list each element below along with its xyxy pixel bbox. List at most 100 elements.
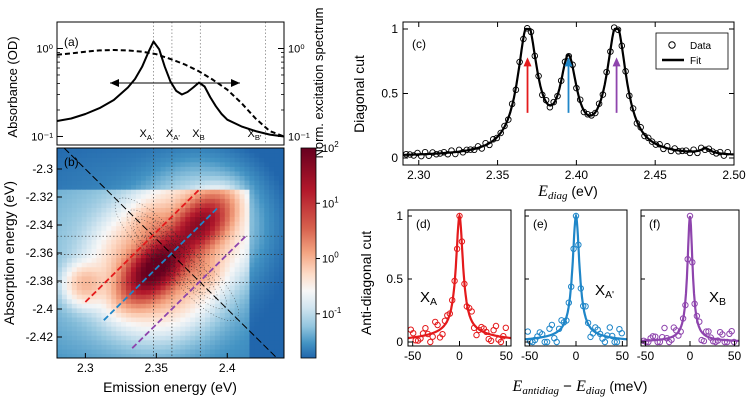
heatmap-cell (219, 216, 226, 222)
heatmap-cell (91, 321, 98, 327)
heatmap-cell (279, 248, 284, 254)
heatmap-cell (190, 280, 196, 286)
heatmap-cell (135, 271, 142, 277)
heatmap-cell (165, 257, 172, 263)
heatmap-cell (91, 284, 98, 291)
heatmap-cell (121, 184, 127, 190)
data-point-0 (424, 330, 432, 338)
heatmap-cell (66, 316, 73, 323)
heatmap-cell (106, 211, 112, 218)
heatmap-cell (131, 298, 137, 304)
heatmap-cell (269, 166, 275, 172)
series-line-0 (57, 40, 284, 138)
heatmap-cell (121, 207, 127, 213)
heatmap-cell (57, 298, 63, 304)
heatmap-cell (185, 326, 191, 332)
data-point-1 (611, 338, 618, 346)
heatmap-cell (219, 239, 226, 245)
heatmap-cell (145, 312, 152, 318)
heatmap-cell (126, 175, 132, 181)
heatmap-cell (111, 248, 117, 254)
heatmap-cell (279, 234, 284, 240)
heatmap-cell (234, 280, 241, 286)
heatmap-cell (219, 284, 226, 291)
heatmap-cell (150, 221, 157, 227)
heatmap-cell (76, 294, 83, 300)
heatmap-cell (200, 243, 206, 250)
heatmap-cell (155, 198, 162, 204)
heatmap-cell (155, 248, 162, 254)
heatmap-cell (150, 339, 157, 345)
heatmap-cell (160, 189, 167, 195)
heatmap-cell (224, 339, 231, 345)
heatmap-cell (135, 330, 142, 336)
heatmap-cell (205, 202, 211, 208)
heatmap-cell (135, 348, 142, 355)
heatmap-cell (61, 266, 68, 272)
heatmap-cell (96, 307, 103, 313)
heatmap-cell (264, 157, 270, 163)
heatmap-cell (160, 348, 167, 355)
heatmap-cell (259, 248, 265, 254)
heatmap-cell (66, 184, 73, 190)
heatmap-cell (180, 230, 186, 236)
heatmap-cell (150, 266, 157, 272)
heatmap-cell (219, 312, 226, 318)
heatmap-cell (116, 175, 122, 181)
heatmap-cell (86, 271, 93, 277)
heatmap-cell (61, 207, 68, 213)
heatmap-cell (244, 211, 251, 218)
heatmap-cell (229, 170, 236, 176)
heatmap-cell (116, 157, 122, 163)
heatmap-cell (160, 275, 167, 281)
data-point-2 (719, 331, 726, 338)
heatmap-cell (229, 353, 236, 358)
heatmap-cell (150, 225, 157, 231)
heatmap-cell (126, 307, 132, 313)
data-point (603, 68, 610, 76)
heatmap-cell (244, 275, 251, 281)
heatmap-cell (185, 339, 191, 345)
heatmap-cell (111, 207, 117, 213)
heatmap-cell (224, 303, 231, 309)
b-xtick-label-1: 2.35 (145, 361, 169, 375)
heatmap-cell (264, 175, 270, 181)
heatmap-cell (135, 294, 142, 300)
heatmap-cell (264, 166, 270, 172)
panel-c-xlabel: Ediag (eV) (537, 183, 598, 202)
heatmap-cell (264, 271, 270, 277)
heatmap-cell (86, 216, 93, 222)
heatmap-cell (264, 303, 270, 309)
heatmap-cell (131, 253, 137, 259)
heatmap-cell (116, 189, 122, 195)
heatmap-cell (209, 307, 216, 313)
heatmap-cell (180, 284, 186, 291)
heatmap-cell (66, 193, 73, 199)
heatmap-cell (170, 321, 177, 327)
heatmap-cell (175, 193, 181, 199)
heatmap-cell (61, 339, 68, 345)
heatmap-cell (61, 248, 68, 254)
data-point-1 (539, 331, 546, 338)
heatmap-cell (254, 175, 260, 181)
heatmap-cell (244, 289, 251, 295)
heatmap-cell (180, 339, 186, 345)
heatmap-cell (170, 243, 177, 250)
data-point (633, 120, 641, 127)
heatmap-cell (259, 262, 265, 268)
heatmap-cell (106, 271, 112, 277)
heatmap-cell (91, 198, 98, 204)
heatmap-cell (239, 248, 246, 254)
heatmap-cell (185, 344, 191, 350)
heatmap-cell (259, 230, 265, 236)
heatmap-cell (71, 294, 78, 300)
heatmap-cell (57, 152, 63, 158)
heatmap-cell (175, 303, 181, 309)
heatmap-cell (190, 298, 196, 304)
data-point-0 (449, 297, 456, 304)
heatmap-cell (76, 189, 83, 195)
heatmap-cell (249, 152, 255, 158)
heatmap-cell (274, 216, 280, 222)
heatmap-cell (111, 148, 117, 154)
